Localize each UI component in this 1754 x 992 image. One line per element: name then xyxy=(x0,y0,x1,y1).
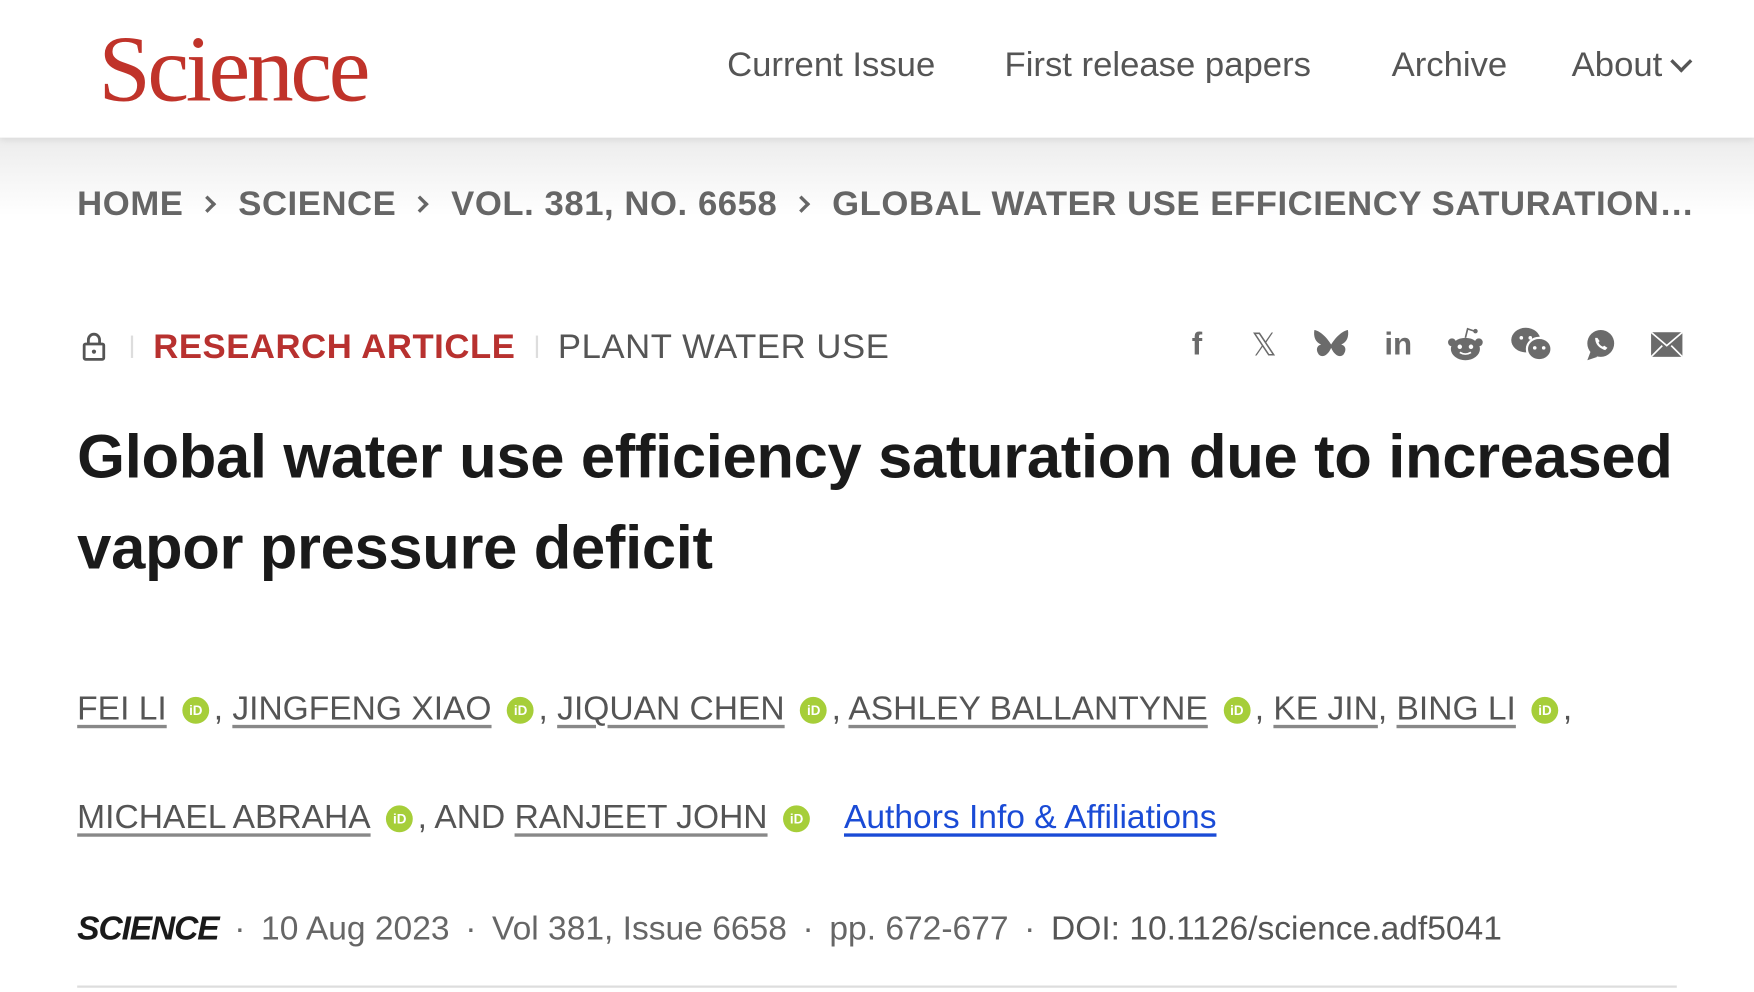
divider xyxy=(77,985,1677,988)
nav-archive[interactable]: Archive xyxy=(1391,44,1508,84)
orcid-icon[interactable]: iD xyxy=(182,696,210,724)
facebook-icon[interactable]: f xyxy=(1191,326,1203,362)
whatsapp-icon[interactable] xyxy=(1566,324,1633,364)
x-icon[interactable]: 𝕏 xyxy=(1251,327,1277,362)
nav-first-release[interactable]: First release papers xyxy=(1004,44,1311,84)
science-logo[interactable]: Science xyxy=(98,17,370,122)
divider xyxy=(130,335,134,358)
author-link[interactable]: MICHAEL ABRAHA xyxy=(77,798,371,836)
pub-date: 10 Aug 2023 xyxy=(261,910,450,948)
reddit-icon[interactable] xyxy=(1432,324,1499,364)
nav-current-issue[interactable]: Current Issue xyxy=(727,44,936,84)
header-shadow xyxy=(0,137,1754,216)
orcid-icon[interactable]: iD xyxy=(783,805,811,833)
orcid-icon[interactable]: iD xyxy=(386,805,414,833)
breadcrumb-issue[interactable]: VOL. 381, NO. 6658 xyxy=(451,183,778,223)
breadcrumb-current: GLOBAL WATER USE EFFICIENCY SATURATION… xyxy=(832,183,1695,223)
doi-link[interactable]: DOI: 10.1126/science.adf5041 xyxy=(1051,910,1502,948)
nav-about[interactable]: About xyxy=(1571,44,1693,85)
orcid-icon[interactable]: iD xyxy=(1531,696,1559,724)
nav-about-label: About xyxy=(1571,44,1663,84)
breadcrumb-science[interactable]: SCIENCE xyxy=(238,183,397,223)
article-tags: RESEARCH ARTICLE PLANT WATER USE xyxy=(77,327,889,367)
author-list: FEI LI iD, JINGFENG XIAO iD, JIQUAN CHEN iD… xyxy=(77,690,1573,836)
author-link[interactable]: BING LI xyxy=(1396,690,1516,728)
bluesky-icon[interactable] xyxy=(1298,324,1365,364)
authors-info-link[interactable]: Authors Info & Affiliations xyxy=(843,798,1217,836)
article-type[interactable]: RESEARCH ARTICLE xyxy=(153,326,516,366)
author-link[interactable]: RANJEET JOHN xyxy=(514,798,768,836)
pages: pp. 672-677 xyxy=(829,910,1009,948)
author-link[interactable]: JIQUAN CHEN xyxy=(557,690,785,728)
divider xyxy=(535,335,538,358)
email-icon[interactable] xyxy=(1633,324,1700,364)
journal-name: SCIENCE xyxy=(77,910,219,948)
author-link[interactable]: KE JIN xyxy=(1273,690,1378,728)
chevron-right-icon xyxy=(198,195,217,213)
author-link[interactable]: FEI LI xyxy=(77,690,167,728)
volume-issue[interactable]: Vol 381, Issue 6658 xyxy=(492,910,787,948)
linkedin-icon[interactable]: in xyxy=(1384,326,1413,362)
share-bar: f 𝕏 in xyxy=(1163,324,1700,364)
chevron-right-icon xyxy=(792,195,811,213)
chevron-right-icon xyxy=(411,195,430,213)
author-link[interactable]: ASHLEY BALLANTYNE xyxy=(848,690,1208,728)
author-link[interactable]: JINGFENG XIAO xyxy=(232,690,492,728)
wechat-icon[interactable] xyxy=(1499,324,1566,364)
orcid-icon[interactable]: iD xyxy=(800,696,828,724)
lock-icon xyxy=(82,332,106,361)
orcid-icon[interactable]: iD xyxy=(1223,696,1251,724)
breadcrumb-home[interactable]: HOME xyxy=(77,183,184,223)
article-title: Global water use efficiency saturation d… xyxy=(77,421,1673,582)
and-label: AND xyxy=(434,798,506,836)
chevron-down-icon xyxy=(1670,50,1693,73)
orcid-icon[interactable]: iD xyxy=(507,696,535,724)
citation-meta: SCIENCE · 10 Aug 2023 · Vol 381, Issue 6658 ·… xyxy=(77,910,1502,948)
article-subject[interactable]: PLANT WATER USE xyxy=(557,326,890,366)
site-header: Science Current Issue First release pape… xyxy=(0,0,1754,138)
breadcrumb: HOME SCIENCE VOL. 381, NO. 6658 GLOBAL WATE… xyxy=(77,183,1694,223)
